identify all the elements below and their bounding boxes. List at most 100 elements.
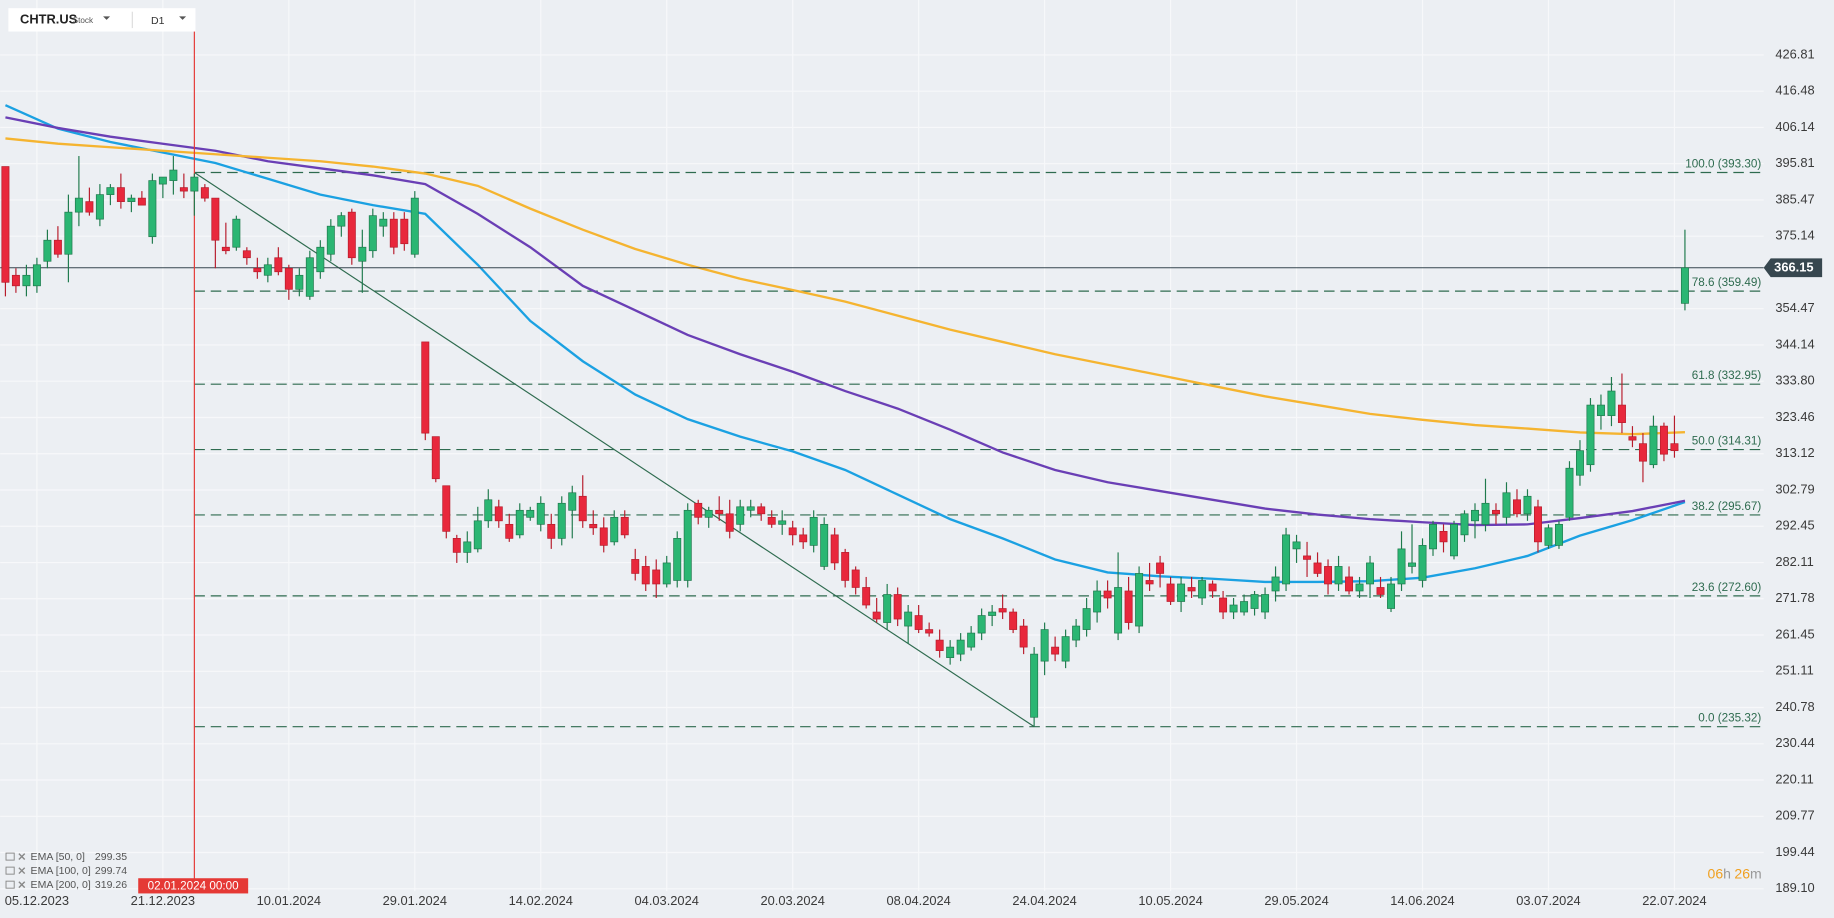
legend-remove-icon[interactable] <box>18 853 26 861</box>
candle-body <box>305 257 314 297</box>
fib-label: 100.0 (393.30) <box>1685 157 1761 170</box>
x-tick-label: 10.05.2024 <box>1138 893 1202 908</box>
candle-body <box>74 197 83 213</box>
candle-body <box>683 509 692 581</box>
candle-body <box>116 187 125 202</box>
candle-body <box>589 523 598 529</box>
candle-body <box>1418 545 1427 581</box>
candle-body <box>557 502 566 539</box>
candle-body <box>1061 636 1070 662</box>
x-tick-label: 04.03.2024 <box>635 893 699 908</box>
fib-label: 23.6 (272.60) <box>1692 581 1762 594</box>
x-tick-label: 24.04.2024 <box>1012 893 1076 908</box>
candle-body <box>736 506 745 525</box>
candle-body <box>1502 492 1511 518</box>
candle-body <box>1387 583 1395 609</box>
legend-item[interactable]: EMA [100, 0] 299.74 <box>5 865 127 877</box>
y-tick-label: 354.47 <box>1775 300 1814 315</box>
candle-body <box>43 239 52 262</box>
candle-body <box>1439 530 1448 543</box>
candle-body <box>1397 548 1406 585</box>
candle-body <box>410 197 419 255</box>
candle-body <box>893 594 902 620</box>
candle-body <box>295 274 304 290</box>
dropdown-arrow[interactable] <box>179 16 187 20</box>
symbol-box[interactable]: CHTR.US Stock D1 <box>8 8 196 32</box>
legend-name: EMA [200, 0] <box>31 879 91 891</box>
crosshair-label: 02.01.2024 00:00 <box>148 880 239 893</box>
dropdown-arrow[interactable] <box>103 16 111 20</box>
candle-body <box>379 218 388 227</box>
candle-body <box>841 552 850 581</box>
fib-label: 50.0 (314.31) <box>1692 434 1762 447</box>
candle-body <box>137 197 146 206</box>
candle-body <box>1261 594 1270 613</box>
legend-settings-icon[interactable] <box>5 880 15 889</box>
x-tick-label: 08.04.2024 <box>886 893 950 908</box>
legend-remove-icon[interactable] <box>18 881 26 889</box>
legend-settings-icon[interactable] <box>5 852 15 861</box>
candle-body <box>799 534 808 543</box>
timeframe[interactable]: D1 <box>151 15 165 27</box>
candle-body <box>442 485 451 532</box>
candle-body <box>1408 562 1416 567</box>
candle-body <box>820 523 829 567</box>
candle-body <box>862 587 871 606</box>
candle-body <box>421 341 430 434</box>
symbol[interactable]: CHTR.US <box>20 11 78 26</box>
candle-body <box>946 646 955 658</box>
candles <box>1 156 1689 727</box>
candle-body <box>1513 499 1521 515</box>
candle-body <box>505 523 514 539</box>
legend-settings-icon[interactable] <box>5 866 15 875</box>
candle-body <box>620 516 629 536</box>
legend-value: 299.74 <box>95 865 127 877</box>
candle-body <box>652 569 661 585</box>
legend-remove-icon[interactable] <box>18 867 26 875</box>
candle-body <box>526 509 535 518</box>
candle-body <box>316 246 325 273</box>
candle-body <box>1198 580 1207 599</box>
candle-body <box>883 594 892 623</box>
candle-body <box>463 541 472 553</box>
candle-body <box>851 569 860 588</box>
candle-body <box>1596 404 1605 416</box>
candle-body <box>1492 509 1500 515</box>
candle-body <box>1617 404 1626 423</box>
x-tick-label: 05.12.2023 <box>5 893 69 908</box>
candle-body <box>1271 576 1280 592</box>
candle-body <box>1124 590 1133 623</box>
candle-body <box>767 516 776 525</box>
candle-body <box>211 197 220 241</box>
legend-name: EMA [100, 0] <box>31 865 91 877</box>
candle-body <box>221 246 230 252</box>
legend-name: EMA [50, 0] <box>31 851 85 863</box>
candle-body <box>64 211 73 255</box>
crosshair-tag <box>138 878 249 894</box>
candle-body <box>662 562 671 585</box>
candle-body <box>1649 425 1658 466</box>
candle-body <box>1114 587 1123 634</box>
candle-body <box>431 436 440 480</box>
candle-body <box>169 169 178 181</box>
candle-body <box>389 218 398 248</box>
x-tick-label: 14.06.2024 <box>1390 893 1454 908</box>
candle-body <box>1680 267 1689 304</box>
candle-body <box>1219 597 1228 613</box>
candle-body <box>1670 443 1679 452</box>
candle-body <box>473 520 482 550</box>
y-tick-label: 395.81 <box>1775 155 1814 170</box>
legend-item[interactable]: EMA [200, 0] 319.26 <box>5 879 127 891</box>
x-tick-label: 21.12.2023 <box>131 893 195 908</box>
candle-body <box>22 274 31 287</box>
candle-body <box>1240 601 1249 613</box>
countdown-minutes: 26 <box>1734 865 1750 881</box>
candle-body <box>1009 611 1018 630</box>
candle-body <box>158 176 167 185</box>
candle-body <box>1554 523 1563 546</box>
candle-body <box>1523 495 1532 515</box>
legend-item[interactable]: EMA [50, 0] 299.35 <box>5 851 127 863</box>
grid <box>0 0 1764 892</box>
candle-body <box>1575 450 1584 476</box>
